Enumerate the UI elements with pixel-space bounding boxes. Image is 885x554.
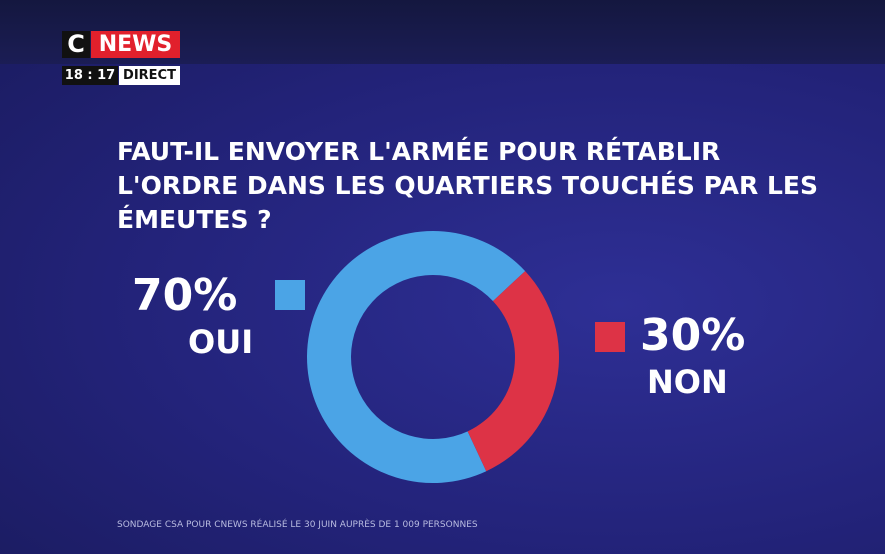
source-note: SONDAGE CSA POUR CNEWS RÉALISÉ LE 30 JUI… <box>117 520 478 530</box>
value-label: 70% <box>132 270 238 321</box>
category-label: NON <box>647 363 728 401</box>
donut-slice <box>307 231 526 483</box>
live-badge: DIRECT <box>119 66 180 85</box>
clock: 18 : 17 <box>62 66 118 85</box>
category-label: OUI <box>188 323 254 361</box>
legend-swatch <box>595 322 625 352</box>
logo-name: NEWS <box>91 31 180 58</box>
legend-swatch <box>275 280 305 310</box>
value-label: 30% <box>640 310 746 361</box>
donut-slice <box>467 271 560 472</box>
logo-letter: C <box>62 31 90 58</box>
chart-title: FAUT-IL ENVOYER L'ARMÉE POUR RÉTABLIR L'… <box>117 137 818 234</box>
